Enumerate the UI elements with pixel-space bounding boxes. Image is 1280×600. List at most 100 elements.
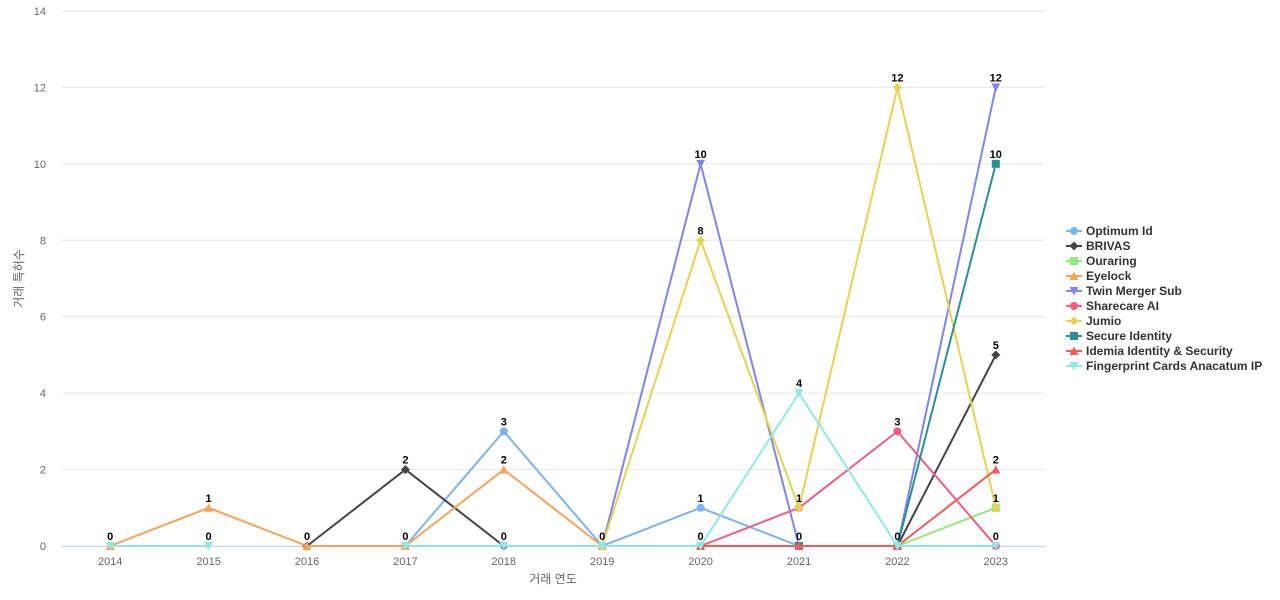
legend-item[interactable]: Twin Merger Sub [1066,284,1182,298]
legend-label: BRIVAS [1086,239,1130,253]
legend-item[interactable]: Fingerprint Cards Anacatum IP [1066,359,1262,373]
legend-marker-icon [1070,227,1078,235]
data-point [893,427,902,436]
x-tick-label: 2022 [885,556,909,568]
series-line [109,468,603,547]
legend-marker-icon [1069,346,1079,355]
data-label: 0 [894,531,900,543]
data-point [400,465,410,475]
legend-label: Eyelock [1086,269,1132,283]
y-tick-label: 0 [40,541,46,553]
x-tick-label: 2019 [590,556,614,568]
x-tick-label: 2016 [295,556,319,568]
data-point [991,350,1001,360]
x-tick-label: 2023 [984,556,1008,568]
legend-label: Fingerprint Cards Anacatum IP [1086,359,1262,373]
legend-label: Secure Identity [1086,329,1172,343]
data-label: 0 [796,531,802,543]
legend-marker-icon [1069,287,1079,296]
x-tick-label: 2020 [688,556,712,568]
legend-label: Idemia Identity & Security [1086,344,1233,358]
data-label: 10 [694,149,706,161]
y-tick-label: 10 [34,159,46,171]
series-ouraring [893,503,1000,550]
legend-item[interactable]: BRIVAS [1066,239,1130,253]
data-label: 8 [698,225,704,237]
data-point [991,465,1001,474]
x-axis-ticks: 2014 2015 2016 2017 2018 2019 2020 2021 2022 2023 [98,556,1008,568]
data-label: 1 [993,493,999,505]
data-label: 0 [698,531,704,543]
y-tick-label: 12 [34,82,46,94]
data-point [794,503,804,513]
legend-marker-icon [1070,257,1078,265]
legend-item[interactable]: Ouraring [1066,254,1137,268]
data-point [696,159,706,169]
series-line [306,354,997,547]
legend-label: Ouraring [1086,254,1137,268]
data-label: 0 [501,531,507,543]
data-point [696,235,706,245]
y-axis-ticks: 0 2 4 6 8 10 12 14 [34,6,46,553]
x-axis-title: 거래 연도 [529,572,577,586]
data-label: 1 [796,493,802,505]
data-point [400,542,410,551]
data-label: 1 [698,493,704,505]
legend-item[interactable]: Jumio [1066,314,1121,328]
data-point [105,542,115,551]
legend-label: Jumio [1086,314,1121,328]
data-label: 12 [990,72,1002,84]
data-label: 0 [993,531,999,543]
data-label: 4 [796,378,803,390]
series-fingerprint-cards-anacatum-ip [105,389,1001,551]
data-point [892,542,902,551]
legend-label: Sharecare AI [1086,299,1159,313]
data-point [204,503,214,512]
data-label: 0 [599,531,605,543]
data-point [991,503,1001,513]
data-label: 0 [206,531,212,543]
x-tick-label: 2018 [492,556,516,568]
series-idemia-identity-security [696,465,1001,550]
data-point [696,542,706,551]
legend-marker-icon [1069,362,1079,371]
y-tick-label: 2 [40,465,46,477]
y-tick-label: 8 [40,235,46,247]
data-label: 1 [206,493,212,505]
series-line [700,468,997,547]
legend-item[interactable]: Sharecare AI [1066,299,1159,313]
data-point [794,389,804,398]
x-tick-label: 2014 [98,556,122,568]
data-point [991,159,1000,168]
x-tick-label: 2015 [196,556,220,568]
data-point [892,82,902,92]
legend-item[interactable]: Idemia Identity & Security [1066,344,1233,358]
data-label: 2 [501,455,507,467]
data-point [499,465,509,474]
series-line [404,430,800,547]
series-layer [105,82,1001,551]
legend-marker-icon [1070,302,1078,310]
data-label: 0 [304,531,310,543]
data-point [499,542,509,551]
data-point [794,541,804,550]
legend-item[interactable]: Eyelock [1066,269,1132,283]
data-label: 3 [501,416,507,428]
x-tick-label: 2021 [787,556,811,568]
grid-lines [61,10,1045,547]
legend-marker-icon [1069,241,1079,251]
legend-marker-icon [1069,316,1079,326]
data-point [991,83,1001,92]
series-line [897,506,997,547]
data-label: 2 [402,455,408,467]
data-label: 0 [402,531,408,543]
legend-marker-icon [1069,271,1079,280]
data-point [499,427,508,436]
legend-item[interactable]: Optimum Id [1066,224,1153,238]
legend-label: Optimum Id [1086,224,1153,238]
legend-item[interactable]: Secure Identity [1066,329,1172,343]
y-tick-label: 14 [34,6,46,18]
